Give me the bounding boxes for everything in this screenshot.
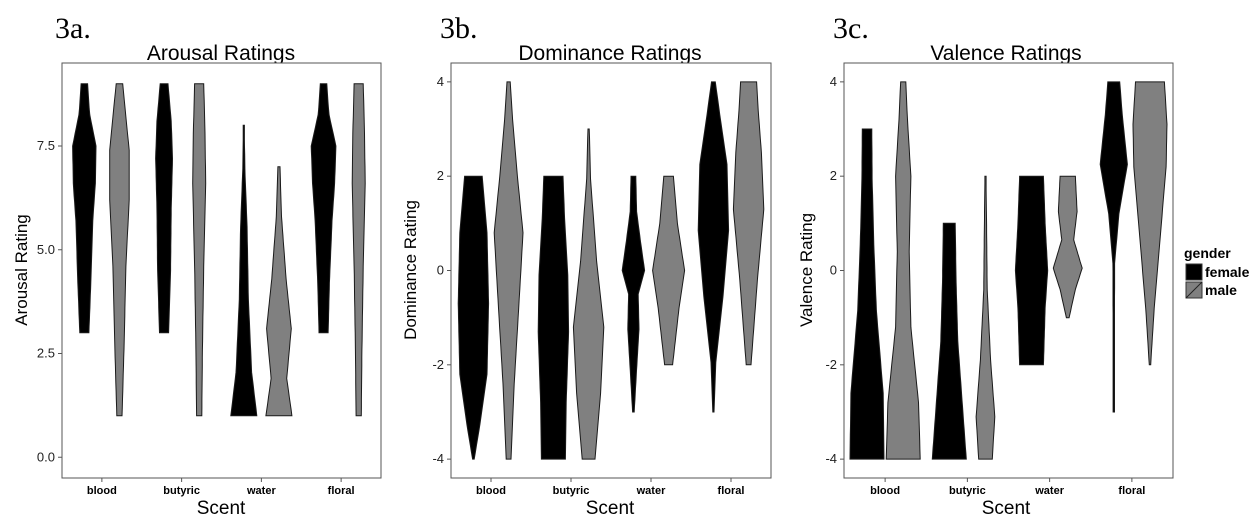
legend-swatch-female bbox=[1185, 263, 1203, 281]
y-axis-label-3c: Valence Rating bbox=[797, 213, 816, 327]
x-tick-label-water: water bbox=[636, 485, 666, 497]
plot-area-3b: -4 -2 0 2 4 blood butyric water floral bbox=[432, 62, 772, 497]
chart-title-3b: Dominance Ratings bbox=[518, 42, 701, 65]
legend-swatch-male-diagonal bbox=[1185, 281, 1203, 299]
panel-frame bbox=[61, 62, 382, 479]
y-tick-label: 2.5 bbox=[37, 346, 55, 361]
violin-male-water bbox=[1052, 175, 1083, 319]
x-tick-label-water: water bbox=[246, 485, 276, 497]
x-tick-label-water: water bbox=[1034, 485, 1064, 497]
panel-label-3b: 3b. bbox=[440, 12, 478, 45]
violin-male-butyric bbox=[192, 83, 207, 417]
legend-label-female: female bbox=[1205, 264, 1250, 280]
x-tick-label-butyric: butyric bbox=[949, 485, 986, 497]
y-tick-label: 0.0 bbox=[37, 449, 55, 464]
panel-label-3a: 3a. bbox=[55, 12, 91, 45]
violin-male-blood bbox=[109, 83, 130, 417]
chart-title-3c: Valence Ratings bbox=[930, 42, 1081, 65]
y-tick-label: -4 bbox=[432, 451, 444, 466]
panel-3b: 3b. Dominance Ratings Scent Dominance Ra… bbox=[401, 12, 772, 515]
violin-female-water bbox=[621, 175, 646, 413]
violin-female-floral bbox=[310, 83, 337, 334]
legend: gender female male bbox=[1184, 245, 1250, 299]
violin-male-floral bbox=[1132, 81, 1168, 366]
violin-female-blood bbox=[849, 128, 885, 460]
y-tick-label: 5.0 bbox=[37, 242, 55, 257]
y-tick-label: -2 bbox=[825, 357, 837, 372]
y-tick-label: 2 bbox=[830, 168, 837, 183]
x-tick-label-blood: blood bbox=[87, 485, 117, 497]
x-axis-label-3c: Scent bbox=[982, 498, 1031, 515]
violin-female-blood bbox=[457, 175, 490, 460]
panel-3a: 3a. Arousal Ratings Scent Arousal Rating… bbox=[12, 12, 382, 515]
violin-female-water bbox=[1014, 175, 1049, 366]
x-tick-label-blood: blood bbox=[476, 485, 506, 497]
x-tick-label-butyric: butyric bbox=[163, 485, 200, 497]
violin-male-floral bbox=[351, 83, 366, 417]
y-axis-label-3a: Arousal Rating bbox=[12, 214, 31, 326]
violin-female-blood bbox=[72, 83, 97, 334]
violin-female-floral bbox=[1099, 81, 1128, 413]
y-axis-label-3b: Dominance Rating bbox=[401, 200, 420, 340]
y-tick-label: -2 bbox=[432, 357, 444, 372]
y-tick-label: 0 bbox=[437, 263, 444, 278]
violin-male-water bbox=[265, 166, 293, 417]
violin-male-water bbox=[652, 175, 686, 366]
violin-male-butyric bbox=[975, 175, 996, 460]
x-tick-label-floral: floral bbox=[1118, 485, 1145, 497]
violin-male-blood bbox=[885, 81, 921, 460]
y-tick-label: 2 bbox=[437, 168, 444, 183]
x-axis-label-3a: Scent bbox=[197, 498, 246, 515]
violin-female-butyric bbox=[155, 83, 174, 334]
y-tick-label: 7.5 bbox=[37, 138, 55, 153]
y-tick-label: -4 bbox=[825, 451, 837, 466]
violin-female-floral bbox=[697, 81, 730, 413]
y-tick-label: 4 bbox=[830, 74, 837, 89]
y-tick-label: 0 bbox=[830, 263, 837, 278]
legend-label-male: male bbox=[1205, 282, 1237, 298]
x-tick-label-blood: blood bbox=[870, 485, 900, 497]
x-tick-label-floral: floral bbox=[718, 485, 745, 497]
plot-area-3c: -4 -2 0 2 4 blood butyric water floral bbox=[825, 62, 1174, 497]
panel-label-3c: 3c. bbox=[833, 12, 869, 45]
plot-area-3a: 0.0 2.5 5.0 7.5 blood butyric water floral bbox=[37, 62, 382, 497]
violin-male-butyric bbox=[572, 128, 605, 460]
x-axis-label-3b: Scent bbox=[586, 498, 635, 515]
x-tick-label-butyric: butyric bbox=[553, 485, 590, 497]
violin-female-butyric bbox=[537, 175, 570, 460]
legend-title: gender bbox=[1184, 245, 1231, 261]
x-tick-label-floral: floral bbox=[328, 485, 355, 497]
violin-female-butyric bbox=[931, 222, 967, 460]
panel-3c: 3c. Valence Ratings Scent Valence Rating… bbox=[797, 12, 1174, 515]
chart-title-3a: Arousal Ratings bbox=[147, 42, 295, 65]
violin-female-water bbox=[230, 124, 258, 417]
y-tick-label: 4 bbox=[437, 74, 444, 89]
violin-male-blood bbox=[493, 81, 524, 460]
violin-male-floral bbox=[732, 81, 765, 366]
